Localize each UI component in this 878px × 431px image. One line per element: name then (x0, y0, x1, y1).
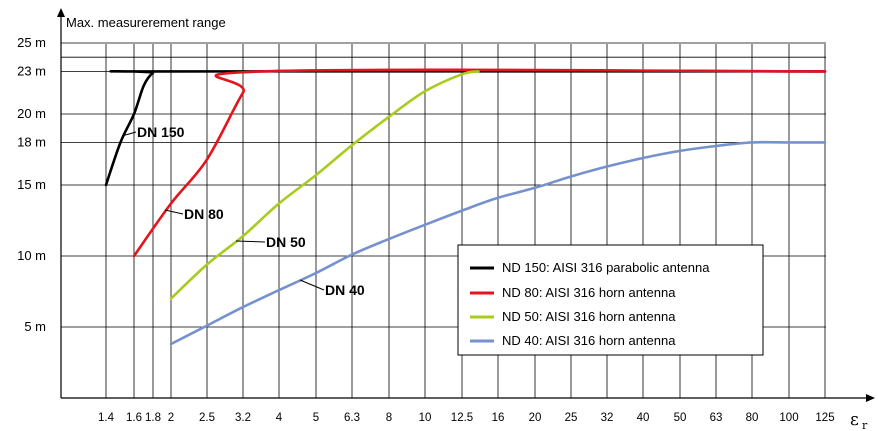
x-tick-label: 80 (746, 412, 759, 424)
curve-label-0: DN 150 (137, 124, 185, 140)
x-tick-label: 20 (529, 412, 542, 424)
curve-label-3: DN 40 (325, 282, 365, 298)
x-axis-label-symbol: ε (850, 410, 859, 430)
curve-label-1: DN 80 (184, 206, 224, 222)
x-tick-label: 2 (168, 412, 174, 424)
x-tick-label: 12.5 (451, 412, 473, 424)
x-tick-label: 6.3 (344, 412, 360, 424)
series-curves (104, 68, 827, 346)
y-tick-label: 5 m (24, 319, 46, 334)
x-tick-label: 32 (601, 412, 614, 424)
x-tick-label: 50 (674, 412, 687, 424)
x-tick-label: 4 (276, 412, 283, 424)
y-tick-label: 15 m (17, 177, 46, 192)
legend-label-0: ND 150: AISI 316 parabolic antenna (502, 260, 710, 275)
y-tick-label: 18 m (17, 134, 46, 149)
x-tick-label: 1.4 (98, 412, 115, 424)
y-tick-label: 10 m (17, 248, 46, 263)
x-tick-label: 8 (386, 412, 392, 424)
x-tick-label: 16 (492, 412, 505, 424)
x-tick-labels: 1.4 1.6 1.8 2 2.5 3.2 4 5 6.3 8 10 12.5 16 20 25 32 40 50… (98, 412, 835, 424)
legend-label-1: ND 80: AISI 316 horn antenna (502, 285, 676, 300)
axes (57, 8, 875, 402)
x-tick-label: 2.5 (199, 412, 215, 424)
y-axis-arrow (57, 8, 65, 17)
y-tick-label: 23 m (17, 63, 46, 78)
x-axis-arrow (866, 394, 875, 402)
x-tick-label: 40 (637, 412, 650, 424)
legend-label-2: ND 50: AISI 316 horn antenna (502, 309, 676, 324)
x-tick-label: 25 (565, 412, 578, 424)
x-tick-label: 3.2 (235, 412, 251, 424)
legend: ND 150: AISI 316 parabolic antenna ND 80:… (457, 244, 764, 356)
x-tick-label: 5 (313, 412, 319, 424)
y-tick-labels: 25 m 23 m 20 m 18 m 15 m 10 m 5 m (17, 35, 46, 334)
curve-label-leader (235, 240, 266, 243)
curve-label-leader (164, 209, 184, 215)
curve-label-leader (121, 131, 137, 137)
y-tick-label: 25 m (17, 35, 46, 50)
chart-title: Max. measurerement range (66, 15, 226, 30)
legend-label-3: ND 40: AISI 316 horn antenna (502, 333, 676, 348)
x-tick-label: 1.8 (145, 412, 161, 424)
y-tick-label: 20 m (17, 106, 46, 121)
x-tick-label: 100 (779, 412, 798, 424)
curve-labels: DN 150 DN 80 DN 50 DN 40 (121, 124, 365, 298)
curve-label-2: DN 50 (266, 234, 306, 250)
series-line-1 (132, 68, 827, 258)
series-line-0 (104, 70, 827, 187)
curve-label-leader (299, 279, 325, 291)
x-tick-label: 63 (710, 412, 723, 424)
series-line-3 (169, 140, 827, 346)
x-tick-label: 1.6 (126, 412, 142, 424)
legend-box (457, 244, 764, 356)
x-axis-label-subscript: r (862, 419, 868, 431)
x-tick-label: 10 (419, 412, 432, 424)
x-tick-label: 125 (815, 412, 834, 424)
series-line-2 (169, 70, 480, 300)
